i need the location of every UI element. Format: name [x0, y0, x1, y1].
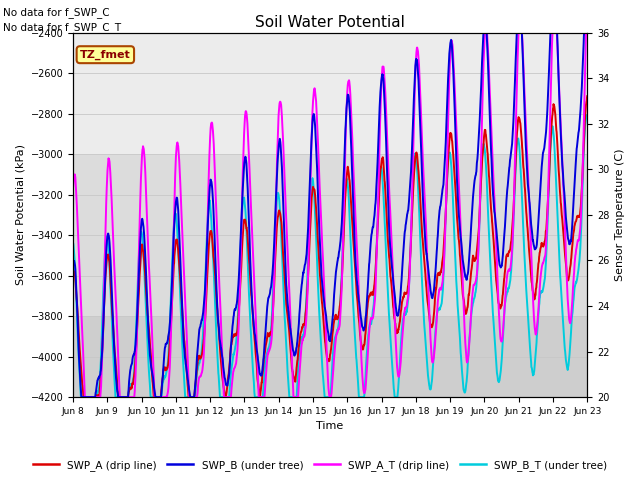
Title: Soil Water Potential: Soil Water Potential	[255, 15, 405, 30]
Bar	[73, 154, 588, 316]
Legend: SWP_A (drip line), SWP_B (under tree), SWP_A_T (drip line), SWP_B_T (under tree): SWP_A (drip line), SWP_B (under tree), S…	[29, 456, 611, 475]
Y-axis label: Soil Water Potential (kPa): Soil Water Potential (kPa)	[15, 144, 25, 285]
Text: TZ_fmet: TZ_fmet	[80, 49, 131, 60]
Text: No data for f_SWP_C_T: No data for f_SWP_C_T	[3, 22, 122, 33]
Y-axis label: Sensor Temperature (C): Sensor Temperature (C)	[615, 149, 625, 281]
Bar	[73, 33, 588, 154]
X-axis label: Time: Time	[317, 421, 344, 432]
Bar	[73, 316, 588, 397]
Text: No data for f_SWP_C: No data for f_SWP_C	[3, 7, 110, 18]
